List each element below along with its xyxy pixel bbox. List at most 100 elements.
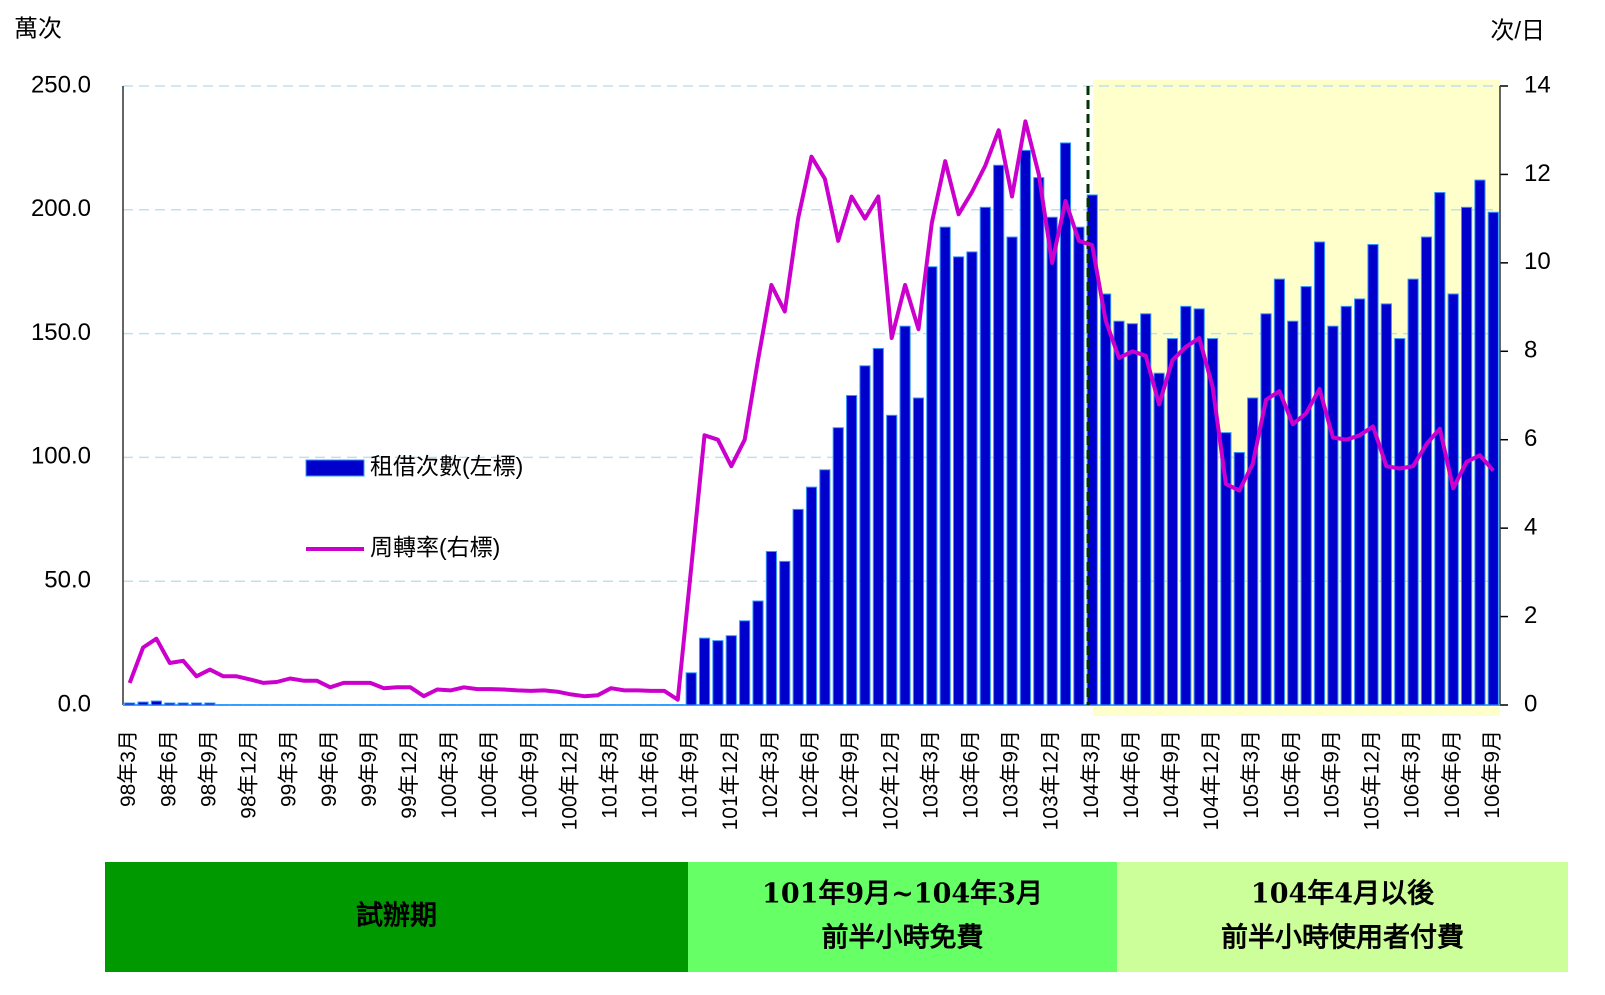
x-tick-label: 99年9月 xyxy=(358,730,381,807)
bar xyxy=(979,206,991,706)
bar xyxy=(1126,323,1138,706)
bar xyxy=(137,701,149,706)
y2-tick-label: 0 xyxy=(1524,690,1537,717)
bar xyxy=(1100,293,1112,706)
y2-tick-label: 12 xyxy=(1524,160,1551,187)
x-tick-label: 105年9月 xyxy=(1320,730,1343,819)
bar xyxy=(685,672,697,706)
x-tick-label: 106年9月 xyxy=(1481,730,1504,819)
period-band xyxy=(1117,862,1568,972)
bar xyxy=(1086,194,1098,706)
bar xyxy=(725,635,737,706)
bar xyxy=(832,427,844,706)
bar xyxy=(966,251,978,706)
bar xyxy=(993,164,1005,706)
period-label: 前半小時免費 xyxy=(822,922,984,954)
x-tick-label: 106年3月 xyxy=(1401,730,1424,819)
x-tick-label: 100年9月 xyxy=(518,730,541,819)
y-tick-label: 100.0 xyxy=(31,443,91,470)
x-tick-label: 104年9月 xyxy=(1160,730,1183,819)
period-label: 104年4月以後 xyxy=(1251,878,1435,910)
x-tick-label: 103年6月 xyxy=(959,730,982,819)
x-tick-label: 100年12月 xyxy=(558,730,581,830)
x-tick-label: 106年6月 xyxy=(1441,730,1464,819)
bar xyxy=(124,702,136,706)
period-label: 101年9月~104年3月 xyxy=(762,878,1043,910)
bar xyxy=(912,397,925,706)
bar xyxy=(177,702,189,706)
bar xyxy=(1140,313,1152,706)
bar xyxy=(1447,293,1459,706)
y2-tick-label: 4 xyxy=(1524,513,1537,540)
bar xyxy=(1019,149,1031,706)
bar xyxy=(1460,206,1473,706)
y2-tick-label: 6 xyxy=(1524,425,1537,452)
period-band xyxy=(688,862,1117,972)
bar xyxy=(204,702,216,706)
x-tick-label: 103年3月 xyxy=(919,730,942,819)
bar xyxy=(739,620,751,706)
bar xyxy=(1166,338,1179,706)
x-tick-label: 101年6月 xyxy=(639,730,662,819)
bar xyxy=(1394,338,1406,706)
bar xyxy=(150,700,163,706)
y2-unit-label: 次/日 xyxy=(1490,17,1545,44)
bar xyxy=(859,365,871,706)
bar xyxy=(1073,226,1085,706)
bar xyxy=(819,469,831,706)
bar xyxy=(1367,243,1379,706)
x-tick-label: 98年3月 xyxy=(117,730,140,807)
x-tick-label: 102年12月 xyxy=(879,730,902,830)
bar xyxy=(805,486,818,706)
bar xyxy=(1354,298,1366,706)
x-tick-label: 98年12月 xyxy=(238,730,261,819)
bar xyxy=(926,266,938,706)
bar xyxy=(1193,308,1205,706)
bar xyxy=(899,325,911,706)
bar xyxy=(698,637,711,706)
period-label: 試辦期 xyxy=(356,900,437,932)
bar xyxy=(190,702,203,706)
bar xyxy=(1046,216,1058,706)
bar xyxy=(779,560,791,706)
bar xyxy=(1260,313,1272,706)
x-tick-label: 103年9月 xyxy=(1000,730,1023,819)
y2-tick-label: 10 xyxy=(1524,248,1551,275)
bar xyxy=(1340,305,1352,706)
bar xyxy=(846,395,858,706)
x-tick-label: 98年9月 xyxy=(197,730,220,807)
bar xyxy=(939,226,951,706)
bar xyxy=(1420,236,1433,706)
x-tick-label: 105年12月 xyxy=(1361,730,1384,830)
x-tick-label: 99年12月 xyxy=(398,730,421,819)
x-tick-label: 102年3月 xyxy=(759,730,782,819)
bar xyxy=(1113,320,1125,706)
bar xyxy=(792,508,804,706)
x-tick-label: 102年6月 xyxy=(799,730,822,819)
bar xyxy=(952,256,965,706)
bar xyxy=(765,550,777,706)
bar xyxy=(1180,305,1192,706)
x-tick-label: 103年12月 xyxy=(1040,730,1063,830)
x-tick-label: 99年6月 xyxy=(318,730,341,807)
y-tick-label: 250.0 xyxy=(31,71,91,98)
x-tick-label: 100年3月 xyxy=(438,730,461,819)
bar xyxy=(1474,179,1486,706)
y-tick-label: 50.0 xyxy=(44,567,91,594)
x-tick-label: 104年3月 xyxy=(1080,730,1103,819)
bar xyxy=(886,414,898,706)
x-tick-label: 104年6月 xyxy=(1120,730,1143,819)
bar xyxy=(1313,241,1326,706)
bar xyxy=(872,347,884,706)
legend-label: 租借次數(左標) xyxy=(370,453,523,479)
y-unit-label: 萬次 xyxy=(14,15,62,42)
bar xyxy=(1006,236,1018,706)
x-tick-label: 98年6月 xyxy=(157,730,180,807)
bar xyxy=(1273,278,1285,706)
y2-tick-label: 8 xyxy=(1524,337,1537,364)
bar xyxy=(1407,278,1419,706)
period-band xyxy=(105,862,688,972)
x-tick-label: 101年12月 xyxy=(719,730,742,830)
x-tick-label: 101年3月 xyxy=(599,730,622,819)
y-tick-label: 150.0 xyxy=(31,319,91,346)
